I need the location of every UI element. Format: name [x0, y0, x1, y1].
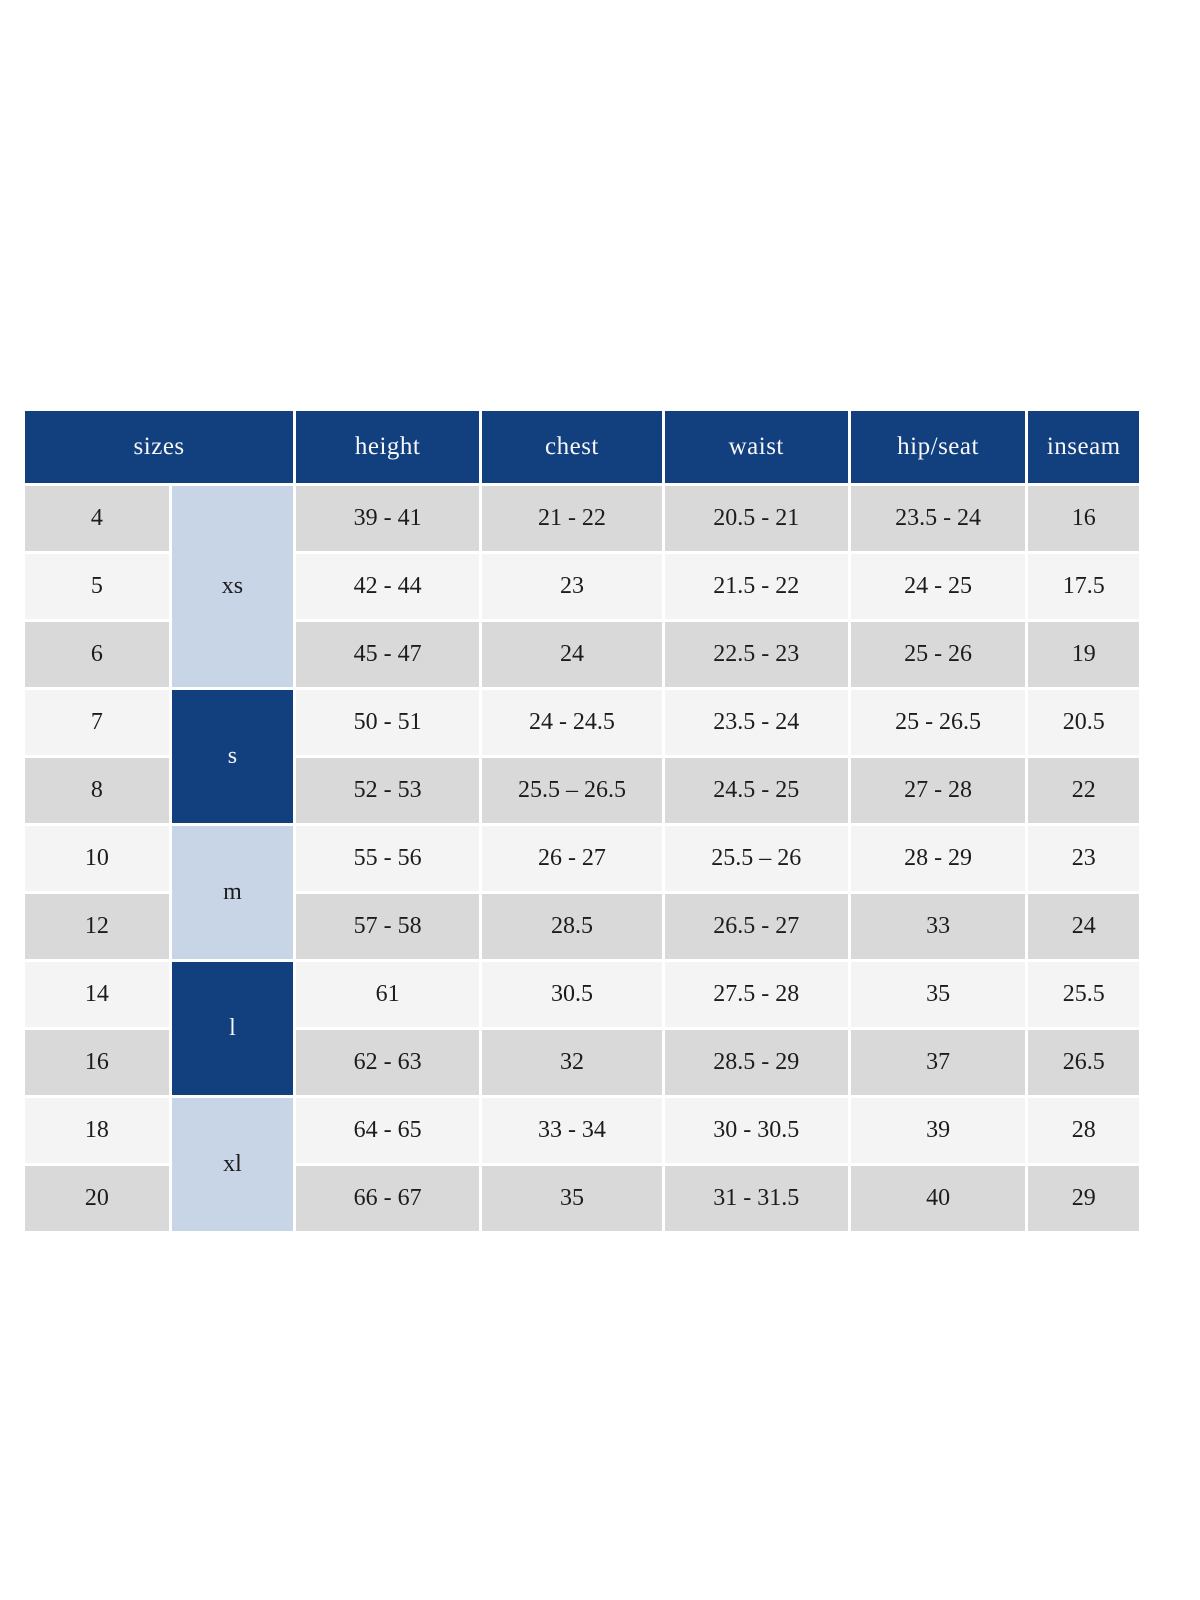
hip-seat-cell: 24 - 25	[850, 554, 1026, 619]
hip-seat-cell: 23.5 - 24	[850, 486, 1026, 551]
waist-cell: 31 - 31.5	[664, 1166, 848, 1231]
size-cell: 14	[25, 962, 169, 1027]
height-cell: 61	[296, 962, 480, 1027]
size-cell: 16	[25, 1030, 169, 1095]
size-cell: 18	[25, 1098, 169, 1163]
waist-cell: 27.5 - 28	[664, 962, 848, 1027]
table-row: 8 52 - 53 25.5 – 26.5 24.5 - 25 27 - 28 …	[25, 758, 1139, 823]
height-cell: 42 - 44	[296, 554, 480, 619]
header-height: height	[296, 411, 480, 483]
group-cell-xl: xl	[171, 1098, 294, 1231]
hip-seat-cell: 39	[850, 1098, 1026, 1163]
inseam-cell: 22	[1028, 758, 1139, 823]
inseam-cell: 17.5	[1028, 554, 1139, 619]
waist-cell: 20.5 - 21	[664, 486, 848, 551]
table-row: 5 42 - 44 23 21.5 - 22 24 - 25 17.5	[25, 554, 1139, 619]
hip-seat-cell: 28 - 29	[850, 826, 1026, 891]
table-row: 20 66 - 67 35 31 - 31.5 40 29	[25, 1166, 1139, 1231]
hip-seat-cell: 37	[850, 1030, 1026, 1095]
size-cell: 7	[25, 690, 169, 755]
chest-cell: 24	[482, 622, 662, 687]
group-cell-m: m	[171, 826, 294, 959]
inseam-cell: 26.5	[1028, 1030, 1139, 1095]
height-cell: 50 - 51	[296, 690, 480, 755]
inseam-cell: 23	[1028, 826, 1139, 891]
header-hip-seat: hip/seat	[850, 411, 1026, 483]
height-cell: 66 - 67	[296, 1166, 480, 1231]
header-inseam: inseam	[1028, 411, 1139, 483]
size-chart-table: sizes height chest waist hip/seat inseam…	[22, 408, 1142, 1234]
hip-seat-cell: 25 - 26	[850, 622, 1026, 687]
table-row: 10 m 55 - 56 26 - 27 25.5 – 26 28 - 29 2…	[25, 826, 1139, 959]
size-cell: 5	[25, 554, 169, 619]
hip-seat-cell: 40	[850, 1166, 1026, 1231]
chest-cell: 24 - 24.5	[482, 690, 662, 755]
header-row: sizes height chest waist hip/seat inseam	[25, 411, 1139, 483]
height-cell: 62 - 63	[296, 1030, 480, 1095]
chest-cell: 30.5	[482, 962, 662, 1027]
inseam-cell: 16	[1028, 486, 1139, 551]
size-cell: 20	[25, 1166, 169, 1231]
height-cell: 45 - 47	[296, 622, 480, 687]
waist-cell: 21.5 - 22	[664, 554, 848, 619]
inseam-cell: 20.5	[1028, 690, 1139, 755]
size-cell: 10	[25, 826, 169, 891]
chest-cell: 32	[482, 1030, 662, 1095]
group-cell-xs: xs	[171, 486, 294, 687]
waist-cell: 28.5 - 29	[664, 1030, 848, 1095]
size-cell: 6	[25, 622, 169, 687]
height-cell: 55 - 56	[296, 826, 480, 891]
inseam-cell: 19	[1028, 622, 1139, 687]
height-cell: 57 - 58	[296, 894, 480, 959]
height-cell: 64 - 65	[296, 1098, 480, 1163]
chest-cell: 23	[482, 554, 662, 619]
size-cell: 4	[25, 486, 169, 551]
table-row: 7 s 50 - 51 24 - 24.5 23.5 - 24 25 - 26.…	[25, 690, 1139, 823]
chest-cell: 35	[482, 1166, 662, 1231]
waist-cell: 23.5 - 24	[664, 690, 848, 755]
table-row: 4 xs 39 - 41 21 - 22 20.5 - 21 23.5 - 24…	[25, 486, 1139, 687]
height-cell: 52 - 53	[296, 758, 480, 823]
inseam-cell: 24	[1028, 894, 1139, 959]
table-row: 6 45 - 47 24 22.5 - 23 25 - 26 19	[25, 622, 1139, 687]
waist-cell: 25.5 – 26	[664, 826, 848, 891]
size-cell: 12	[25, 894, 169, 959]
chest-cell: 25.5 – 26.5	[482, 758, 662, 823]
hip-seat-cell: 33	[850, 894, 1026, 959]
inseam-cell: 25.5	[1028, 962, 1139, 1027]
inseam-cell: 29	[1028, 1166, 1139, 1231]
group-cell-s: s	[171, 690, 294, 823]
size-cell: 8	[25, 758, 169, 823]
chest-cell: 28.5	[482, 894, 662, 959]
chest-cell: 21 - 22	[482, 486, 662, 551]
table-row: 12 57 - 58 28.5 26.5 - 27 33 24	[25, 894, 1139, 959]
header-waist: waist	[664, 411, 848, 483]
group-cell-l: l	[171, 962, 294, 1095]
header-chest: chest	[482, 411, 662, 483]
chest-cell: 33 - 34	[482, 1098, 662, 1163]
height-cell: 39 - 41	[296, 486, 480, 551]
hip-seat-cell: 25 - 26.5	[850, 690, 1026, 755]
hip-seat-cell: 35	[850, 962, 1026, 1027]
table-row: 18 xl 64 - 65 33 - 34 30 - 30.5 39 28	[25, 1098, 1139, 1231]
header-sizes: sizes	[25, 411, 294, 483]
inseam-cell: 28	[1028, 1098, 1139, 1163]
waist-cell: 22.5 - 23	[664, 622, 848, 687]
waist-cell: 26.5 - 27	[664, 894, 848, 959]
hip-seat-cell: 27 - 28	[850, 758, 1026, 823]
waist-cell: 30 - 30.5	[664, 1098, 848, 1163]
table-row: 14 l 61 30.5 27.5 - 28 35 25.5	[25, 962, 1139, 1095]
table-row: 16 62 - 63 32 28.5 - 29 37 26.5	[25, 1030, 1139, 1095]
waist-cell: 24.5 - 25	[664, 758, 848, 823]
chest-cell: 26 - 27	[482, 826, 662, 891]
